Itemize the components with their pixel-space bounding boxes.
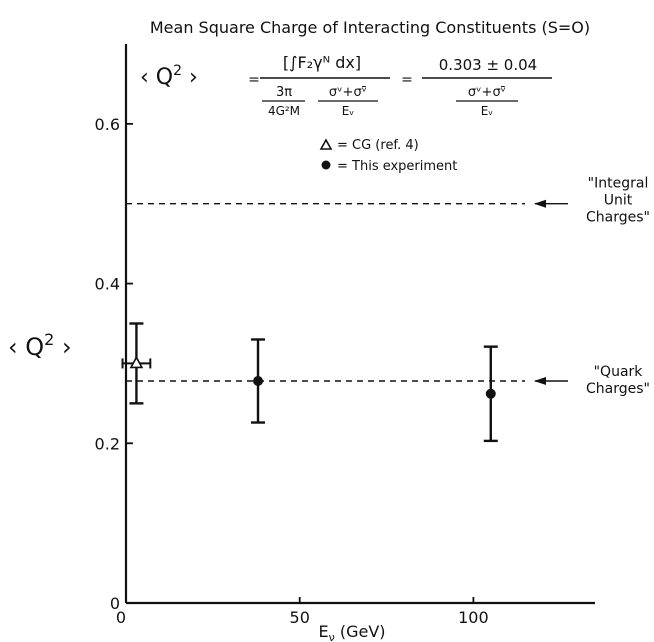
formula-num-right: 0.303 ± 0.04 [439, 56, 537, 74]
x-tick-label: 50 [290, 608, 310, 627]
reference-arrow-head [534, 199, 546, 208]
formula-den-left-a: 3π [276, 85, 292, 100]
x-tick-label: 100 [458, 608, 489, 627]
reference-label-line: Charges" [586, 210, 650, 226]
formula-eq2: = [401, 72, 413, 88]
legend-cg: = CG (ref. 4) [337, 138, 419, 153]
y-ticks: 0 0.2 0.4 0.6 [95, 115, 133, 613]
y-tick-label: 0.4 [95, 275, 120, 294]
y-tick-label: 0.6 [95, 115, 120, 134]
formula-eq1: = [248, 72, 260, 88]
legend-triangle-marker [319, 138, 333, 150]
legend-this-experiment: = This experiment [337, 159, 457, 174]
formula-den-left-b-sub: Eᵥ [342, 104, 355, 118]
data-points [121, 322, 498, 443]
reference-label-line: "Integral [588, 176, 649, 192]
legend-circle-marker [321, 160, 331, 170]
reference-label-line: Unit [604, 193, 633, 209]
formula-den-left-a-sub: 4G²M [268, 104, 300, 118]
data-point-triangle [129, 355, 144, 369]
formula: ‹ Q2 › = [∫F₂γᴺ dx] 3π 4G²M σᵛ+σᵛ̄ Eᵥ = … [140, 53, 552, 118]
y-axis-label: ‹ Q2 › [8, 330, 72, 361]
x-tick-label: 0 [116, 608, 126, 627]
formula-lhs: ‹ Q2 › [140, 63, 198, 90]
y-tick-label: 0 [110, 594, 120, 613]
formula-den-right-sub: Eᵥ [481, 104, 494, 118]
y-tick-label: 0.2 [95, 434, 120, 453]
formula-num-left: [∫F₂γᴺ dx] [283, 53, 361, 72]
reference-label-line: "Quark [594, 364, 644, 380]
chart-title: Mean Square Charge of Interacting Consti… [150, 18, 590, 37]
reference-label-line: Charges" [586, 381, 650, 397]
x-axis-label: Eν (GeV) [318, 622, 385, 642]
formula-den-right: σᵛ+σᵛ̄ [468, 85, 506, 100]
x-ticks: 0 50 100 [116, 597, 489, 627]
data-point-circle [485, 388, 496, 399]
formula-den-left-b: σᵛ+σᵛ̄ [329, 85, 367, 100]
reference-arrow-head [534, 376, 546, 385]
legend: = CG (ref. 4) = This experiment [319, 138, 457, 174]
data-point-circle [253, 375, 264, 386]
